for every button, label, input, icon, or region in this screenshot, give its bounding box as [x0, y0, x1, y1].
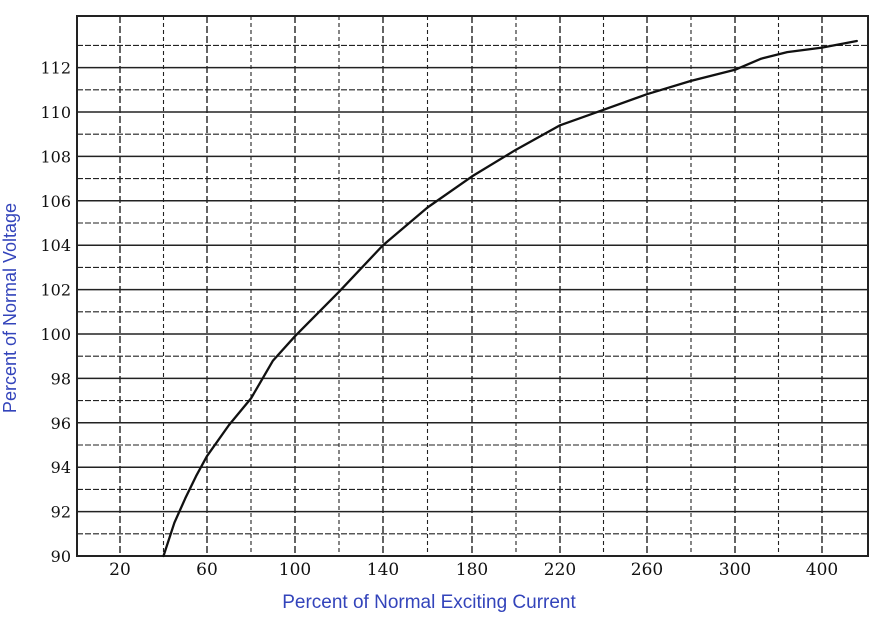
y-tick-label: 112 — [40, 59, 71, 78]
x-tick-label: 260 — [631, 560, 663, 580]
x-tick-label: 220 — [544, 560, 576, 580]
x-tick-label: 20 — [109, 560, 131, 580]
grid — [76, 15, 869, 557]
y-tick-label: 92 — [51, 503, 71, 522]
x-tick-label: 100 — [279, 560, 311, 580]
x-tick-label: 180 — [456, 560, 488, 580]
series-line — [162, 39, 858, 558]
y-tick-label: 106 — [40, 192, 71, 211]
y-tick-label: 96 — [51, 414, 71, 433]
x-tick-label: 300 — [719, 560, 751, 580]
y-tick-label: 102 — [40, 281, 71, 300]
y-tick-label: 94 — [51, 458, 71, 477]
y-tick-label: 90 — [51, 547, 71, 566]
y-axis-label: Percent of Normal Voltage — [0, 203, 20, 413]
y-tick-label: 104 — [40, 236, 71, 255]
x-tick-label: 140 — [367, 560, 399, 580]
x-tick-label: 400 — [806, 560, 838, 580]
y-tick-label: 100 — [40, 325, 71, 344]
y-tick-label: 110 — [40, 103, 71, 122]
y-tick-labels: 90 92 94 96 98 100 102 104 106 108 110 112 — [40, 59, 71, 566]
y-tick-label: 98 — [51, 369, 71, 388]
y-tick-label: 108 — [40, 147, 71, 166]
x-tick-label: 60 — [196, 560, 218, 580]
curve-path — [162, 39, 858, 558]
x-tick-labels: 20 60 100 140 180 220 260 300 400 — [109, 560, 838, 580]
x-axis-label: Percent of Normal Exciting Current — [282, 592, 576, 613]
